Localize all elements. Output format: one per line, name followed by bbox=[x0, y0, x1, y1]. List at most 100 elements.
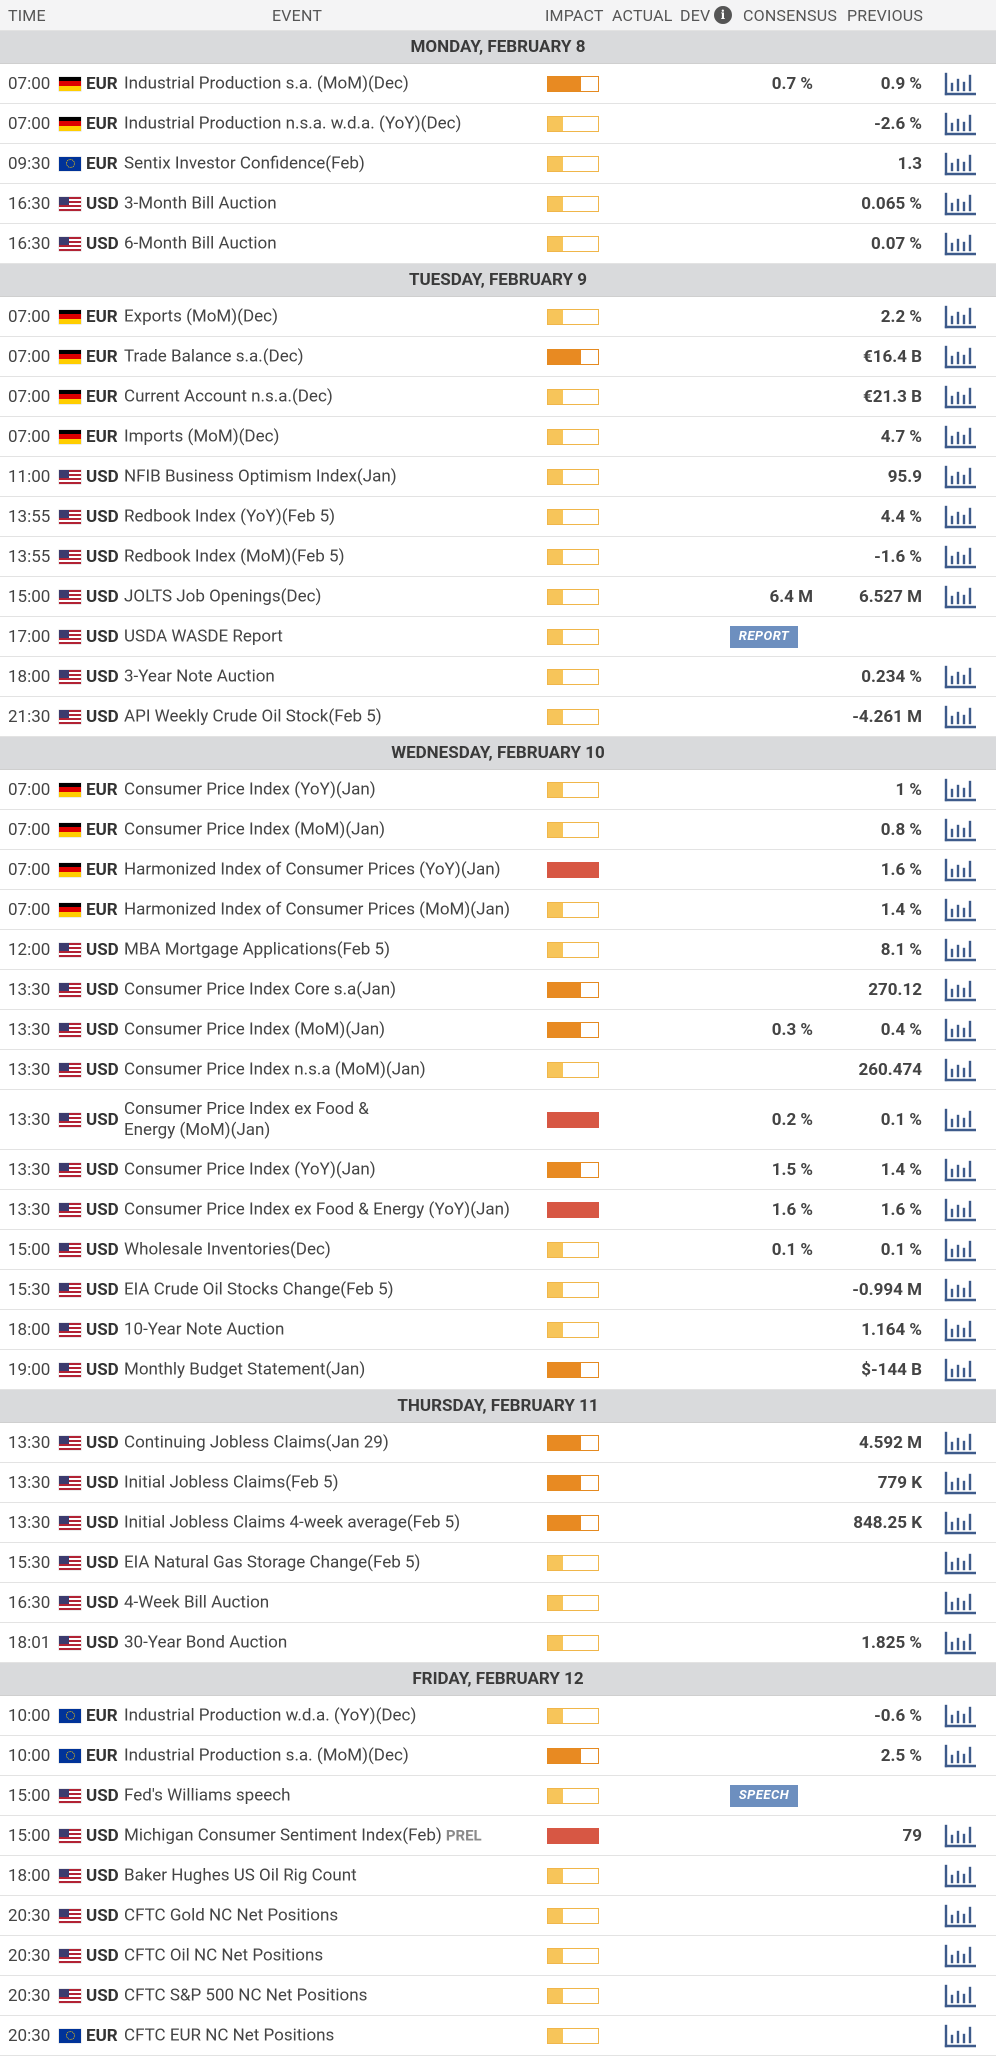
event-name[interactable]: CFTC Gold NC Net Positions bbox=[124, 1905, 544, 1926]
bar-chart-icon[interactable] bbox=[944, 425, 977, 449]
event-name[interactable]: Monthly Budget Statement(Jan) bbox=[124, 1359, 544, 1380]
table-row[interactable]: 13:55 USD Redbook Index (YoY)(Feb 5) 4.4 % bbox=[0, 497, 996, 537]
event-name[interactable]: Continuing Jobless Claims(Jan 29) bbox=[124, 1432, 544, 1453]
event-name-text[interactable]: Redbook Index (MoM)(Feb 5) bbox=[124, 546, 345, 566]
event-name-text[interactable]: 10-Year Note Auction bbox=[124, 1319, 285, 1339]
event-name-text[interactable]: EIA Crude Oil Stocks Change(Feb 5) bbox=[124, 1279, 394, 1299]
event-name[interactable]: USDA WASDE Report bbox=[124, 626, 544, 647]
event-name[interactable]: 6-Month Bill Auction bbox=[124, 233, 544, 254]
event-name-text[interactable]: 3-Year Note Auction bbox=[124, 666, 275, 686]
bar-chart-icon[interactable] bbox=[944, 1591, 977, 1615]
bar-chart-icon[interactable] bbox=[944, 1108, 977, 1132]
event-name-text[interactable]: CFTC Gold NC Net Positions bbox=[124, 1905, 339, 1925]
bar-chart-icon[interactable] bbox=[944, 465, 977, 489]
bar-chart-icon[interactable] bbox=[944, 1471, 977, 1495]
table-row[interactable]: 16:30 USD 4-Week Bill Auction bbox=[0, 1583, 996, 1623]
event-name-text[interactable]: Imports (MoM)(Dec) bbox=[124, 426, 280, 446]
table-row[interactable]: 13:55 USD Redbook Index (MoM)(Feb 5) -1.6 % bbox=[0, 537, 996, 577]
table-row[interactable]: 15:00 USD Fed's Williams speech SPEECH bbox=[0, 1776, 996, 1816]
event-name[interactable]: Initial Jobless Claims(Feb 5) bbox=[124, 1472, 544, 1493]
event-name[interactable]: MBA Mortgage Applications(Feb 5) bbox=[124, 939, 544, 960]
event-name[interactable]: Redbook Index (MoM)(Feb 5) bbox=[124, 546, 544, 567]
bar-chart-icon[interactable] bbox=[944, 1704, 977, 1728]
event-name-text[interactable]: 30-Year Bond Auction bbox=[124, 1632, 288, 1652]
table-row[interactable]: 19:00 USD Monthly Budget Statement(Jan) $-1… bbox=[0, 1350, 996, 1390]
table-row[interactable]: 13:30 USD Consumer Price Index (YoY)(Jan) 1… bbox=[0, 1150, 996, 1190]
event-name-text[interactable]: 6-Month Bill Auction bbox=[124, 233, 277, 253]
info-icon[interactable]: i bbox=[714, 6, 732, 24]
bar-chart-icon[interactable] bbox=[944, 1984, 977, 2008]
bar-chart-icon[interactable] bbox=[944, 545, 977, 569]
event-name-text[interactable]: Baker Hughes US Oil Rig Count bbox=[124, 1865, 357, 1885]
bar-chart-icon[interactable] bbox=[944, 1238, 977, 1262]
event-name-text[interactable]: NFIB Business Optimism Index(Jan) bbox=[124, 466, 397, 486]
event-name[interactable]: Consumer Price Index n.s.a (MoM)(Jan) bbox=[124, 1059, 544, 1080]
bar-chart-icon[interactable] bbox=[944, 1018, 977, 1042]
bar-chart-icon[interactable] bbox=[944, 152, 977, 176]
event-name-text[interactable]: Sentix Investor Confidence(Feb) bbox=[124, 153, 365, 173]
bar-chart-icon[interactable] bbox=[944, 938, 977, 962]
table-row[interactable]: 07:00 EUR Trade Balance s.a.(Dec) €16.4 B bbox=[0, 337, 996, 377]
speech-tag[interactable]: SPEECH bbox=[730, 1784, 798, 1807]
event-name[interactable]: EIA Crude Oil Stocks Change(Feb 5) bbox=[124, 1279, 544, 1300]
bar-chart-icon[interactable] bbox=[944, 192, 977, 216]
event-name[interactable]: CFTC EUR NC Net Positions bbox=[124, 2025, 544, 2046]
event-name-text[interactable]: CFTC Oil NC Net Positions bbox=[124, 1945, 324, 1965]
event-name[interactable]: 10-Year Note Auction bbox=[124, 1319, 544, 1340]
bar-chart-icon[interactable] bbox=[944, 858, 977, 882]
table-row[interactable]: 13:30 USD Consumer Price Index ex Food & E… bbox=[0, 1090, 996, 1150]
bar-chart-icon[interactable] bbox=[944, 778, 977, 802]
bar-chart-icon[interactable] bbox=[944, 1944, 977, 1968]
event-name-text[interactable]: Exports (MoM)(Dec) bbox=[124, 306, 278, 326]
event-name[interactable]: Consumer Price Index (YoY)(Jan) bbox=[124, 779, 544, 800]
table-row[interactable]: 16:30 USD 3-Month Bill Auction 0.065 % bbox=[0, 184, 996, 224]
event-name[interactable]: 3-Month Bill Auction bbox=[124, 193, 544, 214]
event-name-text[interactable]: Trade Balance s.a.(Dec) bbox=[124, 346, 304, 366]
event-name-text[interactable]: MBA Mortgage Applications(Feb 5) bbox=[124, 939, 391, 959]
event-name[interactable]: Harmonized Index of Consumer Prices (MoM… bbox=[124, 899, 544, 920]
bar-chart-icon[interactable] bbox=[944, 505, 977, 529]
event-name[interactable]: Current Account n.s.a.(Dec) bbox=[124, 386, 544, 407]
table-row[interactable]: 11:00 USD NFIB Business Optimism Index(Jan… bbox=[0, 457, 996, 497]
bar-chart-icon[interactable] bbox=[944, 305, 977, 329]
event-name[interactable]: API Weekly Crude Oil Stock(Feb 5) bbox=[124, 706, 544, 727]
event-name[interactable]: CFTC Oil NC Net Positions bbox=[124, 1945, 544, 1966]
event-name[interactable]: Industrial Production s.a. (MoM)(Dec) bbox=[124, 1745, 544, 1766]
event-name[interactable]: Imports (MoM)(Dec) bbox=[124, 426, 544, 447]
event-name[interactable]: EIA Natural Gas Storage Change(Feb 5) bbox=[124, 1552, 544, 1573]
report-tag[interactable]: REPORT bbox=[730, 625, 798, 648]
event-name[interactable]: JOLTS Job Openings(Dec) bbox=[124, 586, 544, 607]
event-name-text[interactable]: API Weekly Crude Oil Stock(Feb 5) bbox=[124, 706, 382, 726]
event-name-text[interactable]: 3-Month Bill Auction bbox=[124, 193, 277, 213]
bar-chart-icon[interactable] bbox=[944, 1058, 977, 1082]
bar-chart-icon[interactable] bbox=[944, 1158, 977, 1182]
table-row[interactable]: 15:30 USD EIA Natural Gas Storage Change(F… bbox=[0, 1543, 996, 1583]
table-row[interactable]: 10:00 EUR Industrial Production w.d.a. (Yo… bbox=[0, 1696, 996, 1736]
event-name-text[interactable]: Industrial Production n.s.a. w.d.a. (YoY… bbox=[124, 113, 462, 133]
table-row[interactable]: 15:00 USD Wholesale Inventories(Dec) 0.1 % 0… bbox=[0, 1230, 996, 1270]
event-name[interactable]: Industrial Production w.d.a. (YoY)(Dec) bbox=[124, 1705, 544, 1726]
event-name[interactable]: Harmonized Index of Consumer Prices (YoY… bbox=[124, 859, 544, 880]
event-name[interactable]: 30-Year Bond Auction bbox=[124, 1632, 544, 1653]
event-name-text[interactable]: Current Account n.s.a.(Dec) bbox=[124, 386, 333, 406]
bar-chart-icon[interactable] bbox=[944, 1198, 977, 1222]
event-name-text[interactable]: Michigan Consumer Sentiment Index(Feb) bbox=[124, 1825, 442, 1845]
table-row[interactable]: 20:30 USD CFTC Gold NC Net Positions bbox=[0, 1896, 996, 1936]
bar-chart-icon[interactable] bbox=[944, 345, 977, 369]
event-name-text[interactable]: Consumer Price Index (YoY)(Jan) bbox=[124, 1159, 376, 1179]
table-row[interactable]: 21:30 USD API Weekly Crude Oil Stock(Feb 5… bbox=[0, 697, 996, 737]
event-name-text[interactable]: Consumer Price Index n.s.a (MoM)(Jan) bbox=[124, 1059, 426, 1079]
table-row[interactable]: 15:30 USD EIA Crude Oil Stocks Change(Feb … bbox=[0, 1270, 996, 1310]
event-name[interactable]: Michigan Consumer Sentiment Index(Feb) PR… bbox=[124, 1825, 544, 1846]
event-name[interactable]: Fed's Williams speech bbox=[124, 1785, 544, 1806]
table-row[interactable]: 07:00 EUR Harmonized Index of Consumer Pri… bbox=[0, 890, 996, 930]
bar-chart-icon[interactable] bbox=[944, 978, 977, 1002]
table-row[interactable]: 07:00 EUR Consumer Price Index (YoY)(Jan) 1… bbox=[0, 770, 996, 810]
event-name-text[interactable]: Continuing Jobless Claims(Jan 29) bbox=[124, 1432, 389, 1452]
bar-chart-icon[interactable] bbox=[944, 705, 977, 729]
event-name[interactable]: Consumer Price Index Core s.a(Jan) bbox=[124, 979, 544, 1000]
table-row[interactable]: 18:00 USD Baker Hughes US Oil Rig Count bbox=[0, 1856, 996, 1896]
event-name[interactable]: Redbook Index (YoY)(Feb 5) bbox=[124, 506, 544, 527]
event-name-text[interactable]: Consumer Price Index (YoY)(Jan) bbox=[124, 779, 376, 799]
table-row[interactable]: 13:30 USD Consumer Price Index (MoM)(Jan) 0… bbox=[0, 1010, 996, 1050]
